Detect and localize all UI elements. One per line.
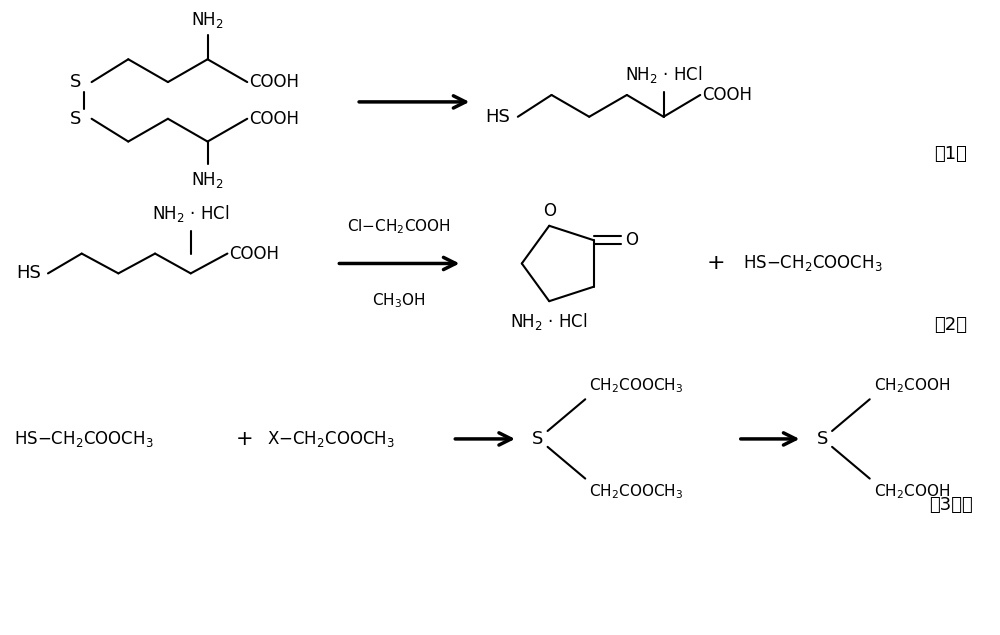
Text: CH$_2$COOH: CH$_2$COOH: [874, 483, 950, 501]
Text: COOH: COOH: [229, 244, 279, 262]
Text: NH$_2$ · HCl: NH$_2$ · HCl: [152, 203, 229, 224]
Text: （2）: （2）: [935, 316, 968, 334]
Text: O: O: [625, 231, 638, 249]
Text: S: S: [816, 430, 828, 448]
Text: COOH: COOH: [249, 73, 299, 91]
Text: S: S: [532, 430, 543, 448]
Text: HS$-$CH$_2$COOCH$_3$: HS$-$CH$_2$COOCH$_3$: [14, 429, 154, 449]
Text: HS$-$CH$_2$COOCH$_3$: HS$-$CH$_2$COOCH$_3$: [743, 253, 883, 274]
Text: S: S: [70, 73, 81, 91]
Text: O: O: [543, 202, 556, 220]
Text: COOH: COOH: [702, 86, 752, 104]
Text: HS: HS: [16, 264, 41, 283]
Text: （1）: （1）: [935, 145, 967, 163]
Text: Cl$-$CH$_2$COOH: Cl$-$CH$_2$COOH: [347, 217, 451, 236]
Text: X$-$CH$_2$COOCH$_3$: X$-$CH$_2$COOCH$_3$: [267, 429, 395, 449]
Text: +: +: [235, 429, 253, 449]
Text: NH$_2$ · HCl: NH$_2$ · HCl: [625, 64, 702, 85]
Text: NH$_2$: NH$_2$: [191, 10, 224, 30]
Text: CH$_2$COOCH$_3$: CH$_2$COOCH$_3$: [589, 483, 684, 501]
Text: CH$_3$OH: CH$_3$OH: [372, 291, 426, 310]
Text: COOH: COOH: [249, 110, 299, 128]
Text: CH$_2$COOCH$_3$: CH$_2$COOCH$_3$: [589, 377, 684, 396]
Text: HS: HS: [485, 108, 510, 126]
Text: NH$_2$ · HCl: NH$_2$ · HCl: [510, 311, 588, 332]
Text: NH$_2$: NH$_2$: [191, 170, 224, 190]
Text: CH$_2$COOH: CH$_2$COOH: [874, 377, 950, 396]
Text: +: +: [707, 253, 725, 274]
Text: S: S: [70, 110, 81, 128]
Text: （3）。: （3）。: [929, 497, 973, 514]
